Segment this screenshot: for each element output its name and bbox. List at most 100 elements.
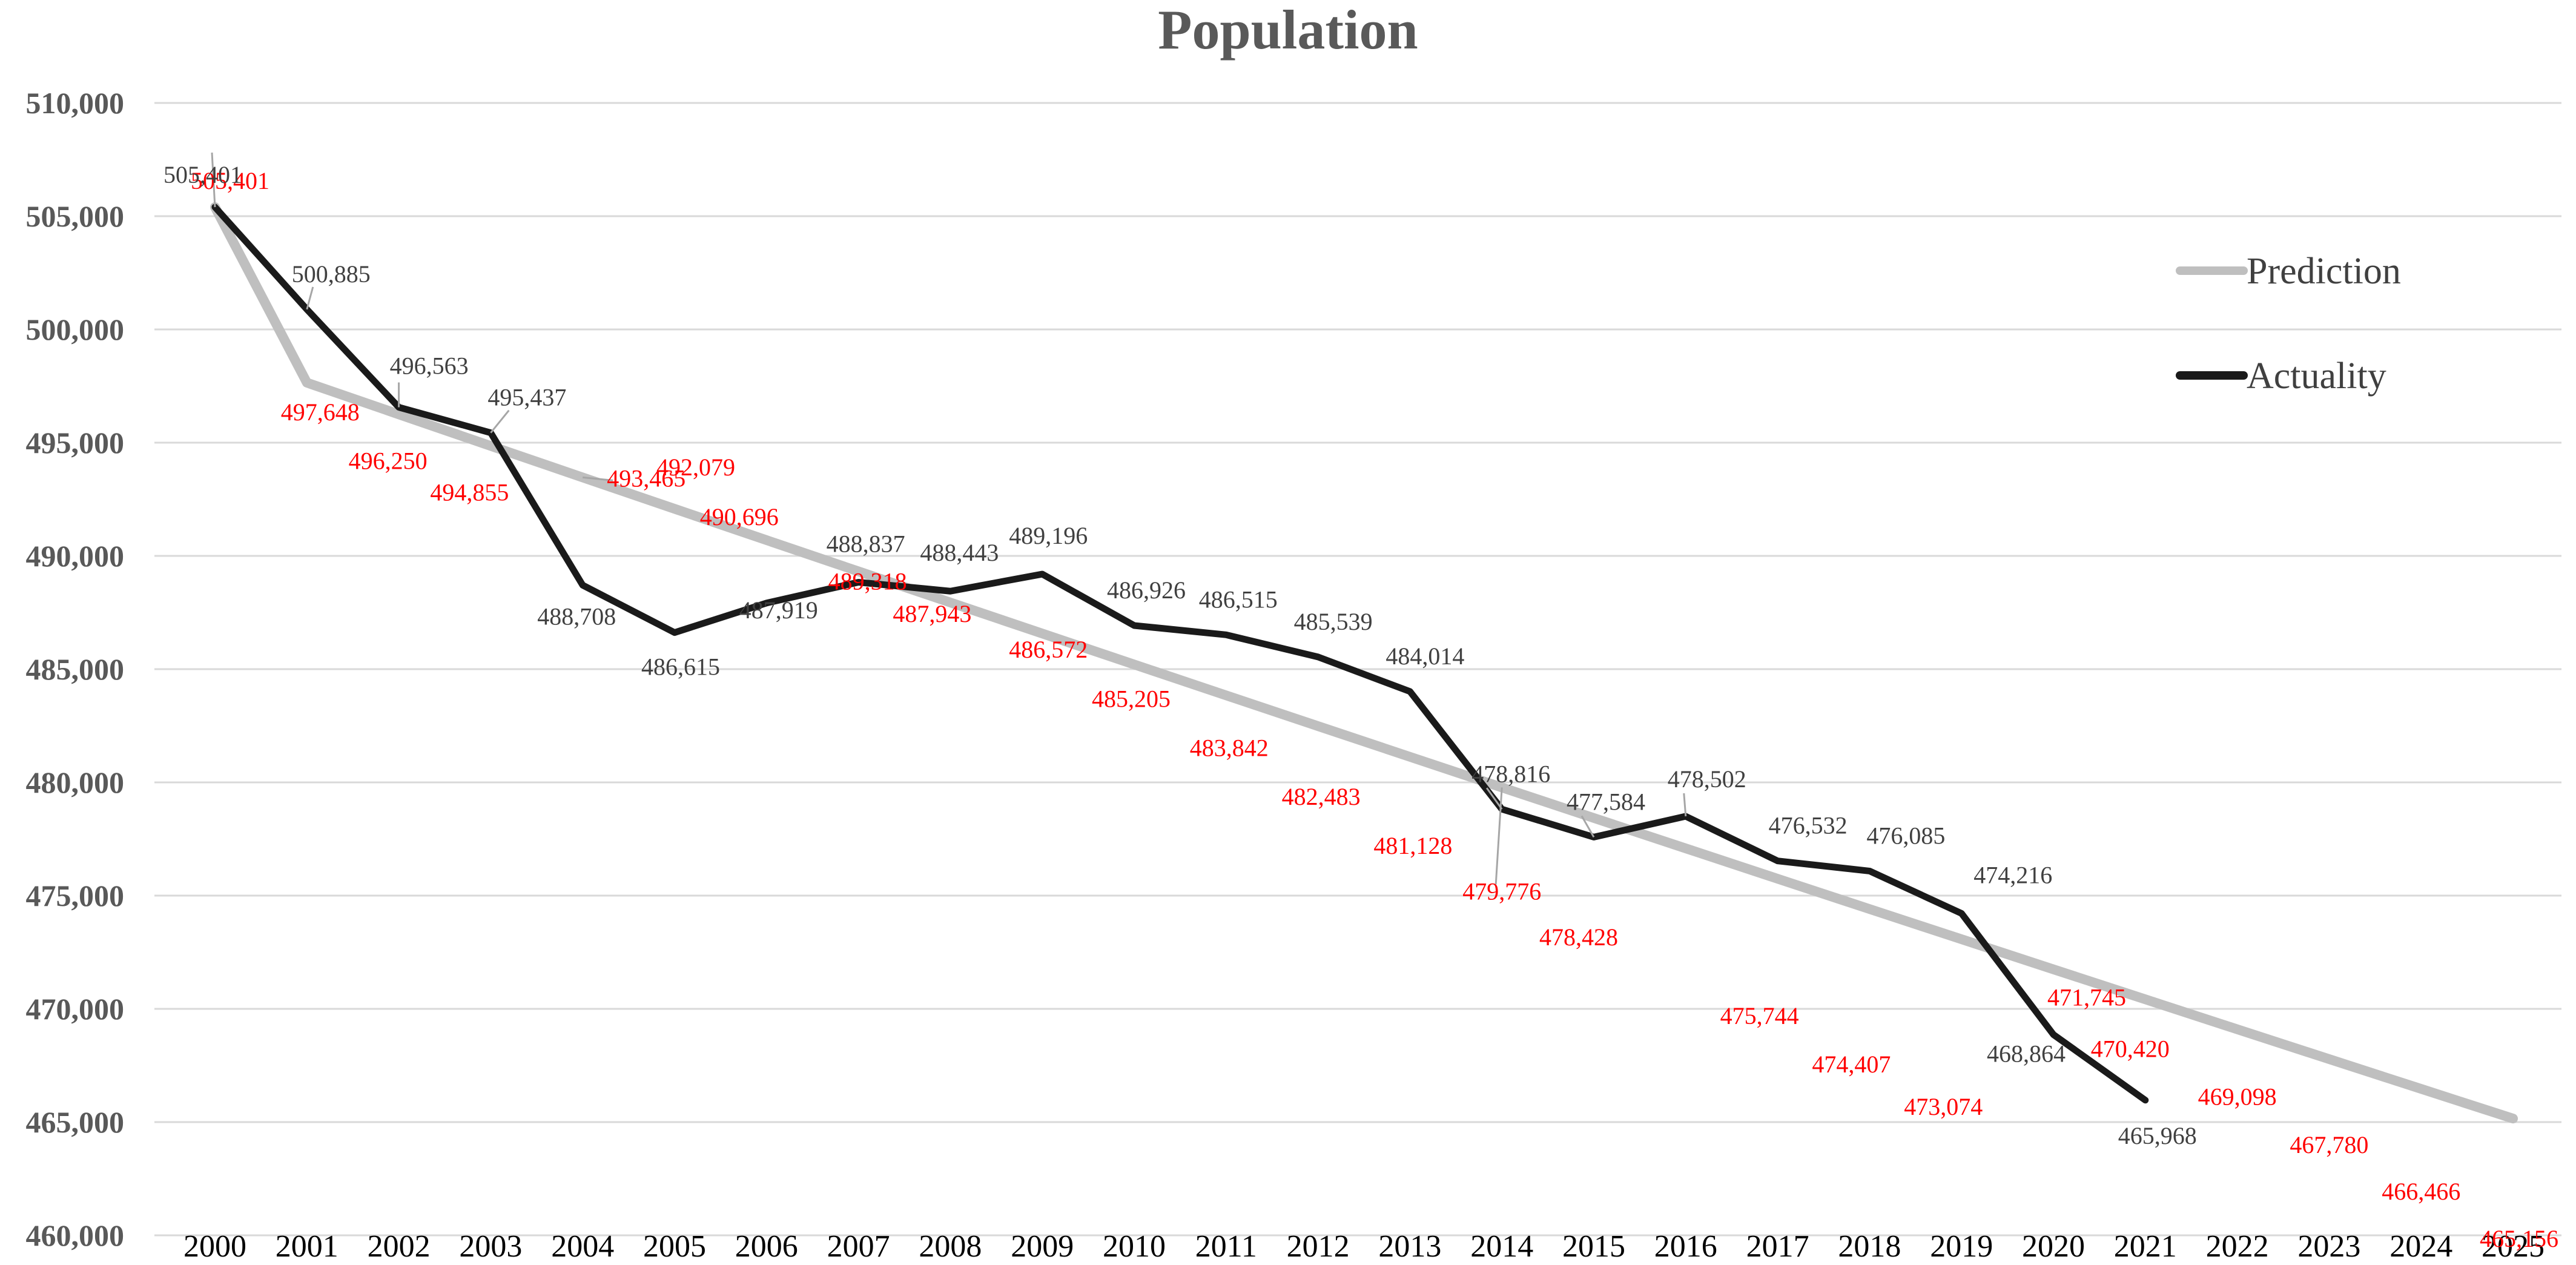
data-label-actuality: 486,515 xyxy=(1199,586,1278,613)
y-axis: 460,000 465,000 470,000 475,000 480,000 485,0… xyxy=(26,86,125,1252)
data-label-actuality: 488,837 xyxy=(827,530,905,557)
chart-title: Population xyxy=(1158,0,1418,61)
data-label-prediction: 473,074 xyxy=(1904,1093,1983,1120)
legend-label-actuality: Actuality xyxy=(2247,355,2386,397)
data-label-prediction: 470,420 xyxy=(2091,1035,2170,1062)
label-leader-line xyxy=(583,476,613,481)
x-axis: 2000 2001 2002 2003 2004 2005 2006 2007 2008 2009… xyxy=(183,1229,2545,1264)
x-tick-label: 2017 xyxy=(1746,1229,1809,1264)
x-tick-label: 2016 xyxy=(1654,1229,1717,1264)
y-tick-label: 495,000 xyxy=(26,426,125,460)
data-label-prediction: 467,780 xyxy=(2290,1131,2368,1158)
x-tick-label: 2014 xyxy=(1470,1229,1533,1264)
data-label-prediction: 505,401 xyxy=(191,167,269,194)
data-label-prediction: 469,098 xyxy=(2198,1083,2277,1111)
x-tick-label: 2013 xyxy=(1378,1229,1441,1264)
data-label-actuality: 487,919 xyxy=(739,596,818,624)
data-label-actuality: 484,014 xyxy=(1385,642,1464,670)
data-label-actuality: 486,926 xyxy=(1107,576,1186,604)
data-label-prediction: 492,079 xyxy=(656,454,735,481)
data-label-prediction: 487,943 xyxy=(893,600,971,627)
data-label-actuality: 495,437 xyxy=(487,384,566,411)
x-tick-label: 2003 xyxy=(459,1229,522,1264)
x-tick-label: 2012 xyxy=(1287,1229,1350,1264)
data-label-actuality: 489,196 xyxy=(1009,522,1088,549)
label-leader-line xyxy=(1683,793,1687,817)
data-label-actuality: 496,563 xyxy=(390,352,469,380)
x-tick-label: 2004 xyxy=(551,1229,614,1264)
data-label-prediction: 486,572 xyxy=(1009,636,1088,663)
x-tick-label: 2015 xyxy=(1562,1229,1625,1264)
data-label-actuality: 474,216 xyxy=(1973,861,2052,888)
data-label-actuality: 505,401 xyxy=(163,161,242,188)
label-leader-line xyxy=(1485,787,1503,810)
y-tick-label: 480,000 xyxy=(26,765,125,799)
x-tick-label: 2009 xyxy=(1011,1229,1074,1264)
data-label-actuality: 476,532 xyxy=(1769,812,1848,839)
data-label-prediction: 493,465 xyxy=(607,464,685,492)
x-tick-label: 2008 xyxy=(919,1229,982,1264)
data-label-prediction: 474,407 xyxy=(1812,1051,1891,1078)
data-label-prediction: 466,466 xyxy=(2382,1178,2460,1205)
data-label-actuality: 468,864 xyxy=(1987,1040,2066,1067)
x-tick-label: 2020 xyxy=(2022,1229,2085,1264)
x-tick-label: 2022 xyxy=(2206,1229,2269,1264)
x-tick-label: 2006 xyxy=(735,1229,798,1264)
data-label-actuality: 500,885 xyxy=(292,260,371,288)
data-label-prediction: 485,205 xyxy=(1092,685,1171,712)
series-line-actuality xyxy=(211,203,2149,1104)
x-tick-label: 2018 xyxy=(1838,1229,1901,1264)
x-tick-label: 2000 xyxy=(183,1229,246,1264)
y-tick-label: 510,000 xyxy=(26,86,125,120)
y-tick-label: 475,000 xyxy=(26,879,125,913)
data-label-actuality: 465,968 xyxy=(2118,1122,2197,1149)
y-tick-label: 490,000 xyxy=(26,539,125,573)
x-tick-label: 2025 xyxy=(2482,1229,2545,1264)
y-tick-label: 470,000 xyxy=(26,992,125,1026)
x-tick-label: 2002 xyxy=(368,1229,431,1264)
data-label-prediction: 479,776 xyxy=(1462,877,1541,905)
data-label-prediction: 490,696 xyxy=(700,503,779,530)
x-tick-label: 2001 xyxy=(276,1229,339,1264)
x-tick-label: 2019 xyxy=(1930,1229,1993,1264)
x-tick-label: 2024 xyxy=(2389,1229,2452,1264)
data-label-prediction: 494,855 xyxy=(430,478,509,506)
x-tick-label: 2010 xyxy=(1103,1229,1166,1264)
data-label-prediction: 496,250 xyxy=(349,447,428,474)
legend-label-prediction: Prediction xyxy=(2247,251,2401,292)
x-tick-label: 2005 xyxy=(643,1229,706,1264)
legend: Prediction Actuality xyxy=(2176,251,2401,397)
data-label-actuality: 488,708 xyxy=(537,603,616,630)
x-tick-label: 2021 xyxy=(2114,1229,2177,1264)
data-label-actuality: 485,539 xyxy=(1294,608,1373,635)
y-tick-label: 500,000 xyxy=(26,312,125,346)
series-line-prediction xyxy=(210,202,2518,1124)
y-tick-label: 505,000 xyxy=(26,199,125,233)
data-label-actuality: 486,615 xyxy=(641,653,720,681)
label-leader-line xyxy=(306,286,314,310)
label-leader-lines xyxy=(211,152,1687,885)
data-label-prediction: 497,648 xyxy=(281,398,360,426)
data-label-actuality: 478,502 xyxy=(1668,765,1746,793)
data-label-actuality: 488,443 xyxy=(920,539,999,566)
label-leader-line xyxy=(1580,815,1595,838)
data-label-prediction: 478,428 xyxy=(1539,923,1618,951)
x-tick-label: 2011 xyxy=(1195,1229,1257,1264)
data-label-prediction: 489,318 xyxy=(828,568,907,595)
label-leader-line xyxy=(490,409,510,434)
data-label-prediction: 482,483 xyxy=(1282,783,1361,810)
data-label-actuality: 477,584 xyxy=(1567,788,1645,815)
y-tick-label: 465,000 xyxy=(26,1105,125,1139)
label-leader-line xyxy=(1494,787,1503,885)
x-tick-label: 2007 xyxy=(827,1229,890,1264)
series-lines xyxy=(210,202,2518,1124)
label-leader-line xyxy=(211,152,216,208)
data-label-prediction: 483,842 xyxy=(1190,734,1269,761)
data-label-prediction: 465,156 xyxy=(2480,1225,2558,1252)
y-tick-label: 485,000 xyxy=(26,652,125,686)
data-label-actuality: 476,085 xyxy=(1866,822,1945,849)
data-label-prediction: 481,128 xyxy=(1373,832,1452,859)
y-tick-label: 460,000 xyxy=(26,1218,125,1252)
